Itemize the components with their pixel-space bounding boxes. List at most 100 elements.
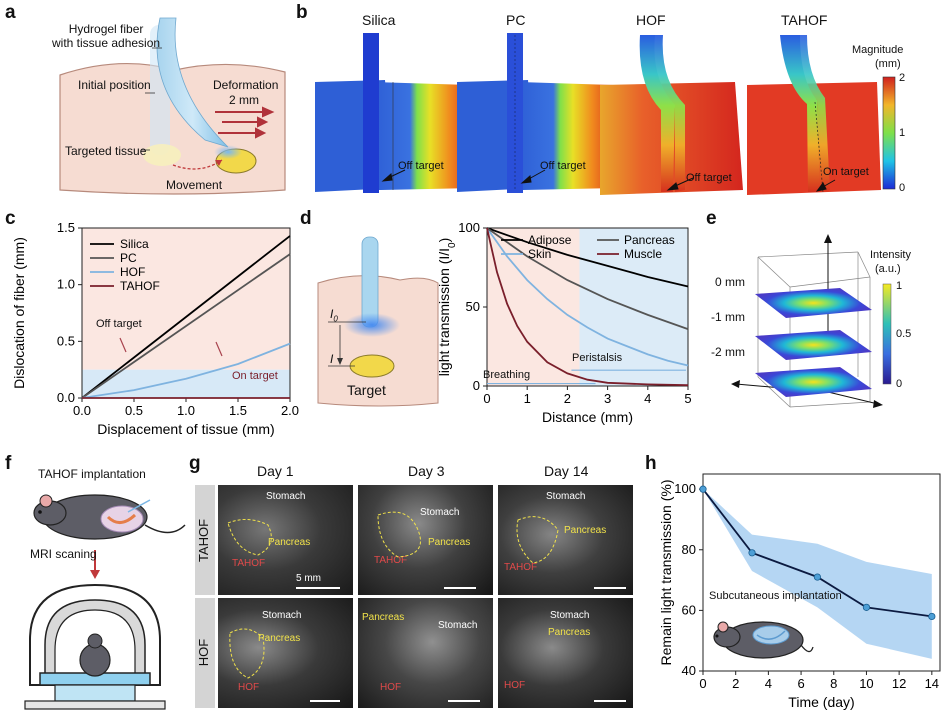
x-tick-label: 14 [925, 676, 939, 691]
panel-b-simulation [315, 33, 896, 195]
panel-a-illustration [59, 17, 286, 195]
x-tick-label: 5 [684, 391, 691, 406]
mri-scale-bar [310, 700, 340, 702]
legend-label: Pancreas [624, 233, 675, 247]
legend-label: Skin [528, 247, 551, 261]
panel-d-illustration: I0 I Target [300, 225, 450, 415]
e-colorbar-unit: (a.u.) [875, 263, 901, 275]
legend-label: PC [120, 251, 137, 265]
mri-label-stomach: Stomach [420, 507, 460, 518]
g-row-label-tahof: TAHOF [196, 518, 212, 563]
panel-letter-d: d [300, 208, 312, 229]
mri-tahof-day1: Stomach Pancreas TAHOF 5 mm [218, 485, 353, 595]
series-line-pc [81, 253, 291, 399]
e-depth-0: 0 mm [715, 275, 745, 289]
y-tick-label: 0.5 [57, 333, 75, 348]
mri-label-fiber: TAHOF [504, 562, 538, 573]
data-point [928, 612, 936, 621]
b-annotation-pc: Off target [540, 160, 586, 172]
e-depth-1: -1 mm [711, 310, 745, 324]
x-tick-label: 0.0 [73, 403, 91, 418]
mri-label-fiber: HOF [504, 680, 526, 691]
mri-tahof-day3: Stomach Pancreas TAHOF [358, 485, 493, 595]
chart-c: 0.0 0.5 1.0 1.5 2.0 0.0 0.5 1.0 1.5 Displacement … [11, 220, 299, 437]
mri-scale-bar-label: 5 mm [296, 573, 321, 584]
fiber-label: Hydrogel fiber with tissue adhesion [52, 22, 161, 50]
g-row-label-hof-bg [195, 598, 215, 708]
x-tick-label: 1 [524, 391, 531, 406]
x-tick-label: 0.5 [125, 403, 143, 418]
e-intensity-stack [731, 234, 892, 408]
panel-f: TAHOF implantation MRI scaning [0, 455, 190, 721]
data-point [748, 549, 756, 557]
e-colorbar-tick-05: 0.5 [896, 328, 912, 340]
data-point [699, 485, 707, 493]
g-row-label-hof: HOF [196, 638, 212, 667]
d-target-label: Target [347, 382, 386, 398]
c-off-target-label: Off target [96, 318, 142, 330]
y-tick-label: 100 [458, 220, 480, 235]
y-axis-label: light transmission (I/I0) [436, 238, 458, 377]
data-point [862, 603, 871, 611]
mri-label-pancreas: Pancreas [548, 627, 591, 638]
x-axis-label: Distance (mm) [542, 409, 633, 425]
d-schematic [317, 236, 439, 407]
d-i-label: I [330, 352, 334, 366]
targeted-tissue-label: Targeted tissue [65, 144, 147, 158]
c-on-target-label: On target [232, 370, 278, 382]
b-annotation-tahof: On target [823, 166, 869, 178]
e-depth-2: -2 mm [711, 345, 745, 359]
x-tick-label: 1.5 [229, 403, 247, 418]
x-tick-label: 10 [859, 676, 873, 691]
panel-e: 0 mm -1 mm -2 mm Intensity (a.u.) 1 0.5 … [700, 212, 949, 447]
b-colorbar [882, 76, 896, 190]
b-title-silica: Silica [362, 12, 396, 28]
deformation-arrows [215, 106, 275, 139]
panel-letter-b: b [296, 2, 308, 23]
b-annotation-hof: Off target [686, 172, 732, 184]
mri-scale-bar [296, 587, 340, 589]
deformation-label: Deformation [213, 78, 279, 92]
y-axis-label: Dislocation of fiber (mm) [11, 237, 27, 389]
h-inset-label: Subcutaneous implantation [709, 590, 842, 602]
legend-label: Muscle [624, 247, 662, 261]
mri-label-stomach: Stomach [266, 491, 306, 502]
e-colorbar-tick-1: 1 [896, 280, 903, 292]
b-colorbar-title: Magnitude [852, 44, 904, 56]
y-tick-label: 50 [466, 299, 480, 314]
mri-label-fiber: HOF [238, 682, 260, 693]
x-tick-label: 4 [765, 676, 772, 691]
series-line-muscle [486, 227, 689, 387]
mri-label-stomach: Stomach [438, 620, 478, 631]
mri-hof-day1: Stomach Pancreas HOF [218, 598, 353, 708]
mri-scale-bar [444, 587, 476, 589]
mri-label-stomach: Stomach [550, 610, 590, 621]
y-tick-label: 1.5 [57, 220, 75, 235]
f-mri-label: MRI scaning [30, 547, 97, 561]
x-tick-label: 6 [797, 676, 804, 691]
b-colorbar-tick-0: 0 [899, 182, 906, 194]
mri-hof-day14: Stomach Pancreas HOF [498, 598, 633, 708]
mri-label-stomach: Stomach [262, 610, 302, 621]
y-tick-label: 80 [682, 542, 696, 557]
series-line-pancreas [486, 227, 689, 330]
panel-letter-c: c [5, 208, 16, 229]
x-tick-label: 2.0 [281, 403, 299, 418]
series-line-silica [81, 235, 291, 399]
movement-label: Movement [166, 178, 223, 192]
mri-label-stomach: Stomach [546, 491, 586, 502]
panel-letter-g: g [189, 453, 201, 474]
chart-h: 0 2 4 6 8 10 12 14 40 60 80 100 Time (day) Remain lig… [658, 473, 941, 710]
y-tick-label: 40 [682, 663, 696, 678]
x-tick-label: 8 [830, 676, 837, 691]
x-tick-label: 3 [604, 391, 611, 406]
panel-letter-f: f [5, 453, 12, 474]
panel-letter-a: a [5, 2, 16, 23]
d-i0-label: I0 [330, 307, 338, 324]
b-title-pc: PC [506, 12, 526, 28]
panel-letter-e: e [706, 208, 717, 229]
b-title-hof: HOF [636, 12, 666, 28]
legend-label: Adipose [528, 233, 572, 247]
x-tick-label: 12 [892, 676, 906, 691]
